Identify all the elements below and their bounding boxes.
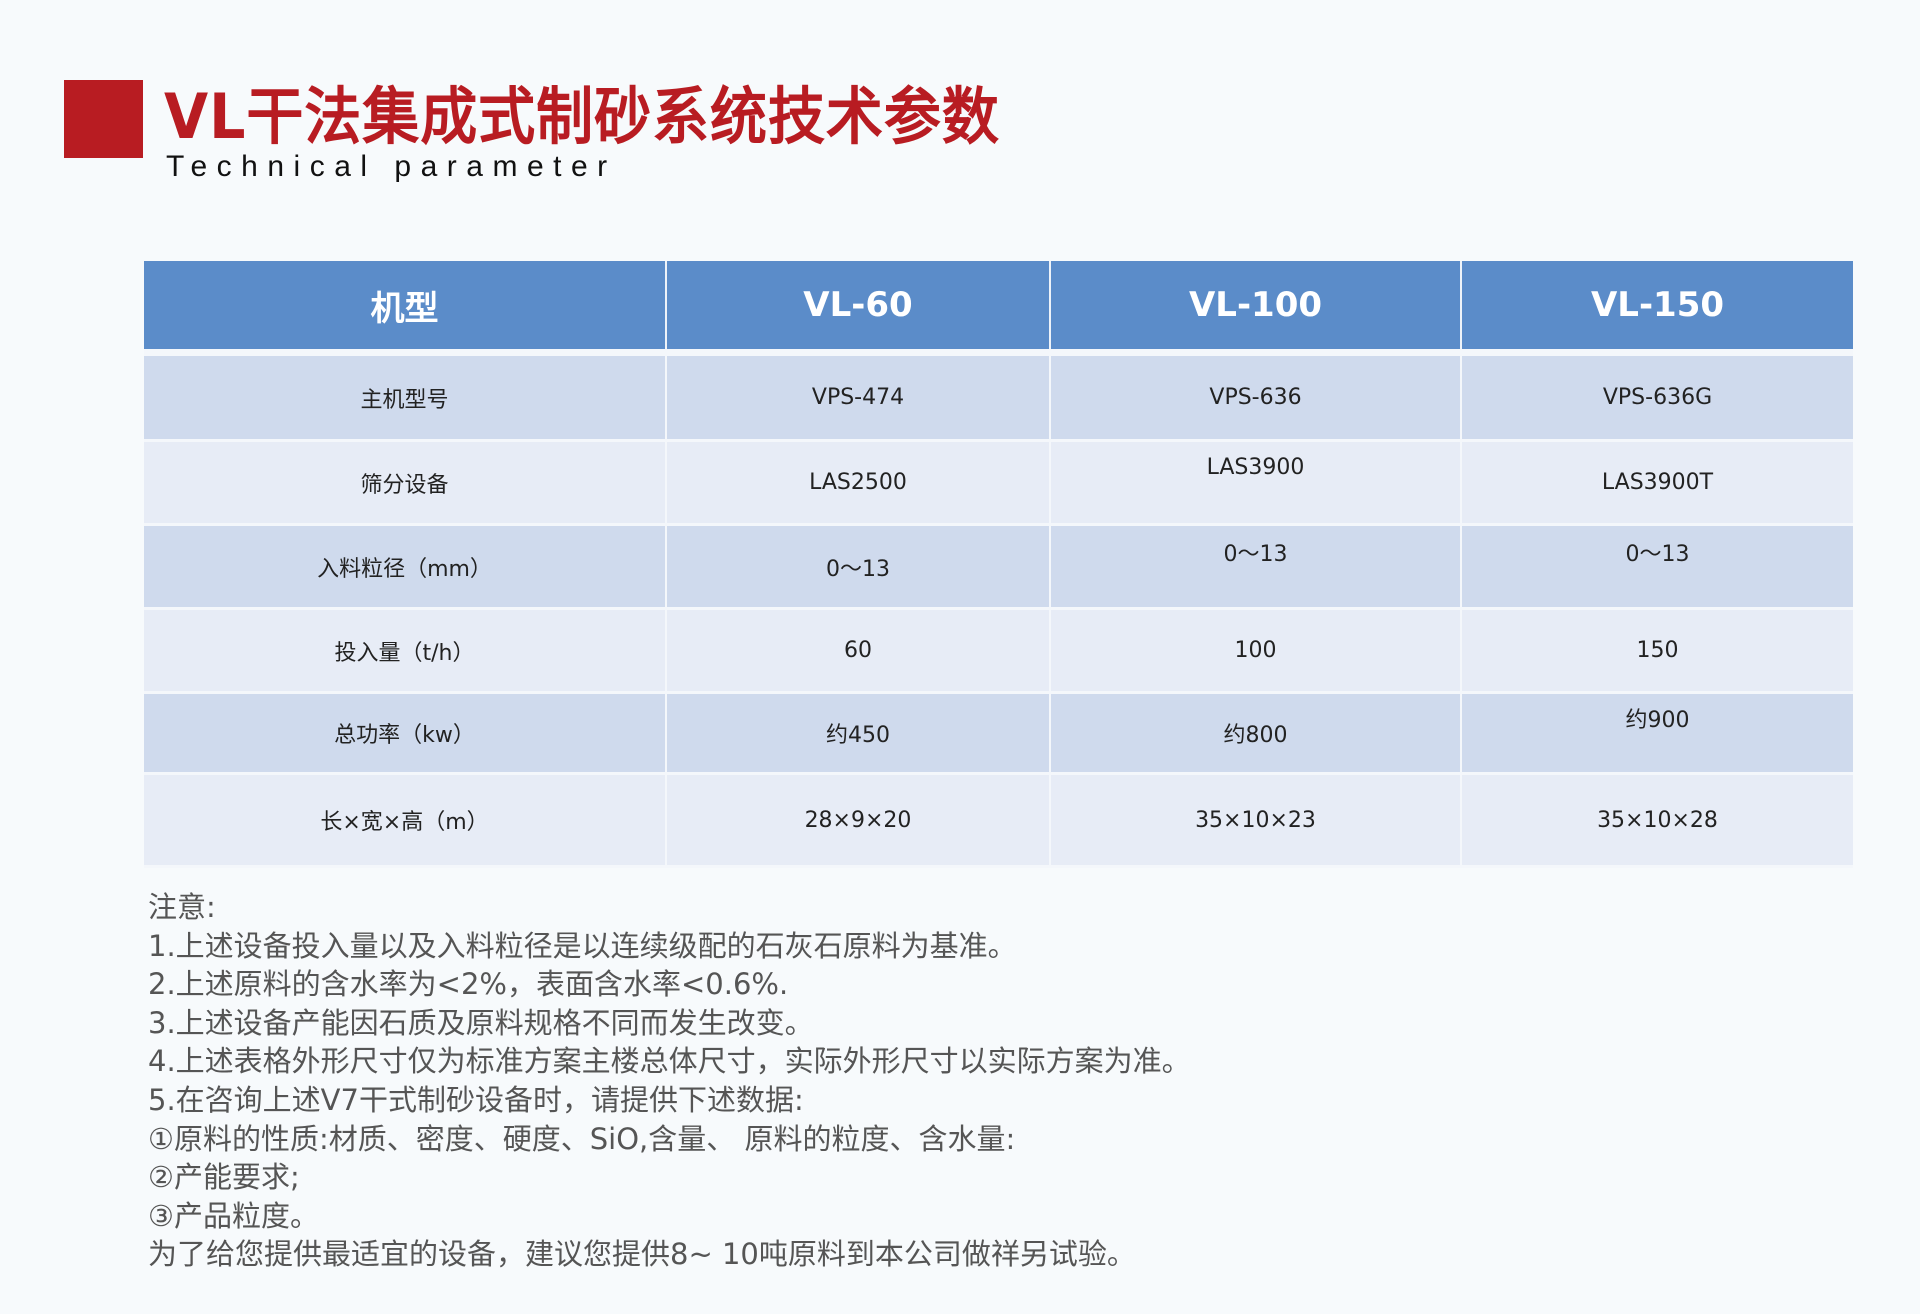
- table-cell: VPS-474: [666, 352, 1051, 442]
- table-cell: 28×9×20: [666, 773, 1051, 868]
- table-row: 入料粒径（mm） 0～13 0～13 0～13: [144, 524, 1853, 610]
- parameter-table: 机型 VL-60 VL-100 VL-150 主机型号 VPS-474 VPS-…: [144, 261, 1853, 868]
- row-label: 筛分设备: [144, 440, 667, 526]
- note-line: ①原料的性质:材质、密度、硬度、SiO,含量、 原料的粒度、含水量:: [148, 1121, 1016, 1156]
- note-line: 为了给您提供最适宜的设备，建议您提供8~ 10吨原料到本公司做祥另试验。: [148, 1237, 1136, 1272]
- table-cell: 0～13: [1461, 524, 1853, 610]
- table-cell: 0～13: [1050, 524, 1462, 610]
- table-cell: 35×10×28: [1461, 773, 1853, 868]
- notes-heading: 注意:: [148, 890, 216, 924]
- row-label: 长×宽×高（m）: [144, 773, 667, 868]
- page-title: VL干法集成式制砂系统技术参数: [164, 80, 1000, 153]
- table-cell: 约900: [1461, 692, 1853, 775]
- table-cell: LAS2500: [666, 440, 1051, 526]
- table-row: 长×宽×高（m） 28×9×20 35×10×23 35×10×28: [144, 773, 1853, 868]
- cell-text: 0～13: [1223, 541, 1288, 567]
- cell-text: 0～13: [1625, 541, 1690, 567]
- table-row: 主机型号 VPS-474 VPS-636 VPS-636G: [144, 352, 1853, 442]
- table-cell: 60: [666, 608, 1051, 694]
- row-label: 总功率（kw）: [144, 692, 667, 775]
- row-label: 投入量（t/h）: [144, 608, 667, 694]
- table-cell: 150: [1461, 608, 1853, 694]
- page-subtitle: Technical parameter: [166, 150, 617, 183]
- table-cell: 35×10×23: [1050, 773, 1462, 868]
- note-line: 4.上述表格外形尺寸仅为标准方案主楼总体尺寸，实际外形尺寸以实际方案为准。: [148, 1044, 1191, 1079]
- table-cell: VPS-636G: [1461, 352, 1853, 442]
- table-row: 投入量（t/h） 60 100 150: [144, 608, 1853, 694]
- title-accent-block: [64, 80, 143, 158]
- table-cell: 100: [1050, 608, 1462, 694]
- note-line: 5.在咨询上述V7干式制砂设备时，请提供下述数据:: [148, 1082, 804, 1117]
- column-header: VL-60: [666, 261, 1051, 356]
- note-line: 3.上述设备产能因石质及原料规格不同而发生改变。: [148, 1005, 814, 1040]
- column-header: 机型: [144, 261, 667, 356]
- note-line: 1.上述设备投入量以及入料粒径是以连续级配的石灰石原料为基准。: [148, 928, 1017, 963]
- row-label: 主机型号: [144, 352, 667, 442]
- table-cell: LAS3900: [1050, 440, 1462, 526]
- row-label: 入料粒径（mm）: [144, 524, 667, 610]
- column-header: VL-100: [1050, 261, 1462, 356]
- column-header: VL-150: [1461, 261, 1853, 356]
- table-cell: VPS-636: [1050, 352, 1462, 442]
- table-cell: 约800: [1050, 692, 1462, 775]
- table-cell: 0～13: [666, 524, 1051, 610]
- table-header-row: 机型 VL-60 VL-100 VL-150: [144, 261, 1853, 356]
- note-line: ③产品粒度。: [148, 1198, 319, 1233]
- note-line: 2.上述原料的含水率为<2%，表面含水率<0.6%.: [148, 967, 789, 1002]
- cell-text: LAS3900: [1206, 455, 1305, 480]
- cell-text: 约900: [1625, 708, 1690, 733]
- table-row: 总功率（kw） 约450 约800 约900: [144, 692, 1853, 775]
- table-row: 筛分设备 LAS2500 LAS3900 LAS3900T: [144, 440, 1853, 526]
- table-cell: 约450: [666, 692, 1051, 775]
- notes-section: 注意: 1.上述设备投入量以及入料粒径是以连续级配的石灰石原料为基准。 2.上述…: [148, 888, 1191, 1274]
- table-cell: LAS3900T: [1461, 440, 1853, 526]
- note-line: ②产能要求;: [148, 1160, 300, 1195]
